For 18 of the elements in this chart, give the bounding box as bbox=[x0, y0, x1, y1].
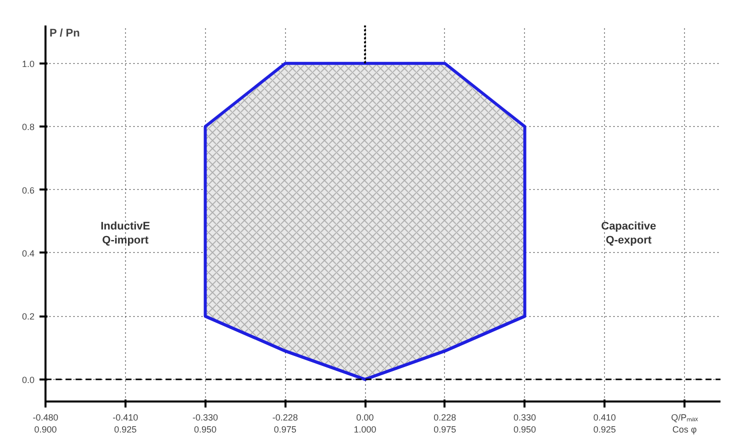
x-tick-label: -0.228 0.975 bbox=[272, 412, 298, 434]
x-tick-label: 0.330 0.950 bbox=[514, 412, 536, 434]
x-axis-title: Q/Pₘₐₓ Cos φ bbox=[671, 412, 698, 434]
y-tick-label: 0.0 bbox=[22, 374, 35, 385]
y-tick-label: 0.4 bbox=[22, 248, 35, 258]
y-tick-label: 1.0 bbox=[22, 58, 35, 69]
x-tick-label: -0.480 0.900 bbox=[32, 412, 58, 434]
annotation: Capacitive Q-export bbox=[601, 220, 656, 247]
y-tick-label: 0.8 bbox=[22, 122, 35, 132]
x-tick-label: 0.00 1.000 bbox=[354, 412, 376, 434]
x-tick-label: -0.410 0.925 bbox=[112, 412, 138, 434]
x-tick-label: 0.410 0.925 bbox=[593, 412, 616, 434]
y-axis-title: P / Pn bbox=[50, 28, 80, 40]
annotation: InductivE Q-import bbox=[100, 220, 150, 247]
y-tick-label: 0.2 bbox=[22, 312, 35, 322]
x-tick-label: 0.228 0.975 bbox=[434, 412, 456, 434]
y-tick-label: 0.6 bbox=[22, 185, 35, 196]
x-tick-label: -0.330 0.950 bbox=[192, 412, 218, 434]
